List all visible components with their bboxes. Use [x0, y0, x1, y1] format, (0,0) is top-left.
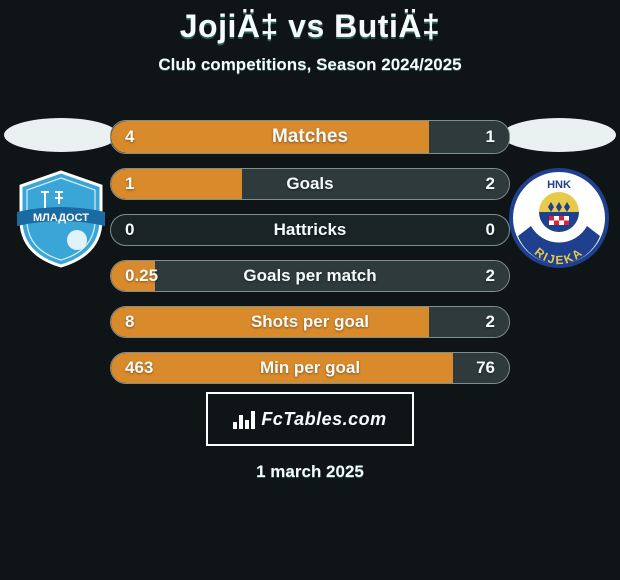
- stat-value-right: 1: [486, 127, 495, 147]
- avatar-placeholder-right: [502, 118, 616, 152]
- player-left-frame: МЛАДОСТ: [2, 118, 120, 268]
- avatar-placeholder-left: [4, 118, 118, 152]
- stat-value-right: 2: [486, 312, 495, 332]
- stat-value-right: 76: [476, 358, 495, 378]
- stat-row: Hattricks0 0: [110, 214, 510, 246]
- stat-label: Min per goal: [111, 358, 509, 378]
- page-title: JojiÄ‡ vs ButiÄ‡: [0, 0, 620, 45]
- stat-label: Hattricks: [111, 220, 509, 240]
- stat-label: Matches: [111, 126, 509, 148]
- stat-value-left: 4: [125, 127, 134, 147]
- stat-value-left: 0: [125, 220, 134, 240]
- stat-row: Matches4 1: [110, 120, 510, 154]
- stat-value-left: 8: [125, 312, 134, 332]
- stat-row: Goals1 2: [110, 168, 510, 200]
- stat-row: Goals per match0.25 2: [110, 260, 510, 292]
- stat-value-right: 2: [486, 266, 495, 286]
- stat-row: Min per goal463 76: [110, 352, 510, 384]
- badge-right-top-text: HNK: [547, 179, 571, 191]
- stat-value-left: 463: [125, 358, 153, 378]
- club-badge-right: HNK RIJEKA: [509, 168, 609, 268]
- stat-label: Goals: [111, 174, 509, 194]
- footer-date: 1 march 2025: [0, 462, 620, 482]
- player-right-frame: HNK RIJEKA: [500, 118, 618, 268]
- stat-value-right: 2: [486, 174, 495, 194]
- page-subtitle: Club competitions, Season 2024/2025: [0, 55, 620, 75]
- comparison-bars: Matches41Goals12Hattricks00Goals per mat…: [110, 120, 510, 398]
- watermark-text: FcTables.com: [261, 409, 386, 430]
- badge-left-text: МЛАДОСТ: [33, 212, 89, 224]
- stat-row: Shots per goal8 2: [110, 306, 510, 338]
- watermark: FcTables.com: [206, 392, 414, 446]
- stat-label: Shots per goal: [111, 312, 509, 332]
- comparison-infographic: JojiÄ‡ vs ButiÄ‡ Club competitions, Seas…: [0, 0, 620, 580]
- stat-label: Goals per match: [111, 266, 509, 286]
- club-badge-left: МЛАДОСТ: [11, 168, 111, 268]
- chart-icon: [233, 409, 255, 429]
- stat-value-right: 0: [486, 220, 495, 240]
- stat-value-left: 0.25: [125, 266, 158, 286]
- stat-value-left: 1: [125, 174, 134, 194]
